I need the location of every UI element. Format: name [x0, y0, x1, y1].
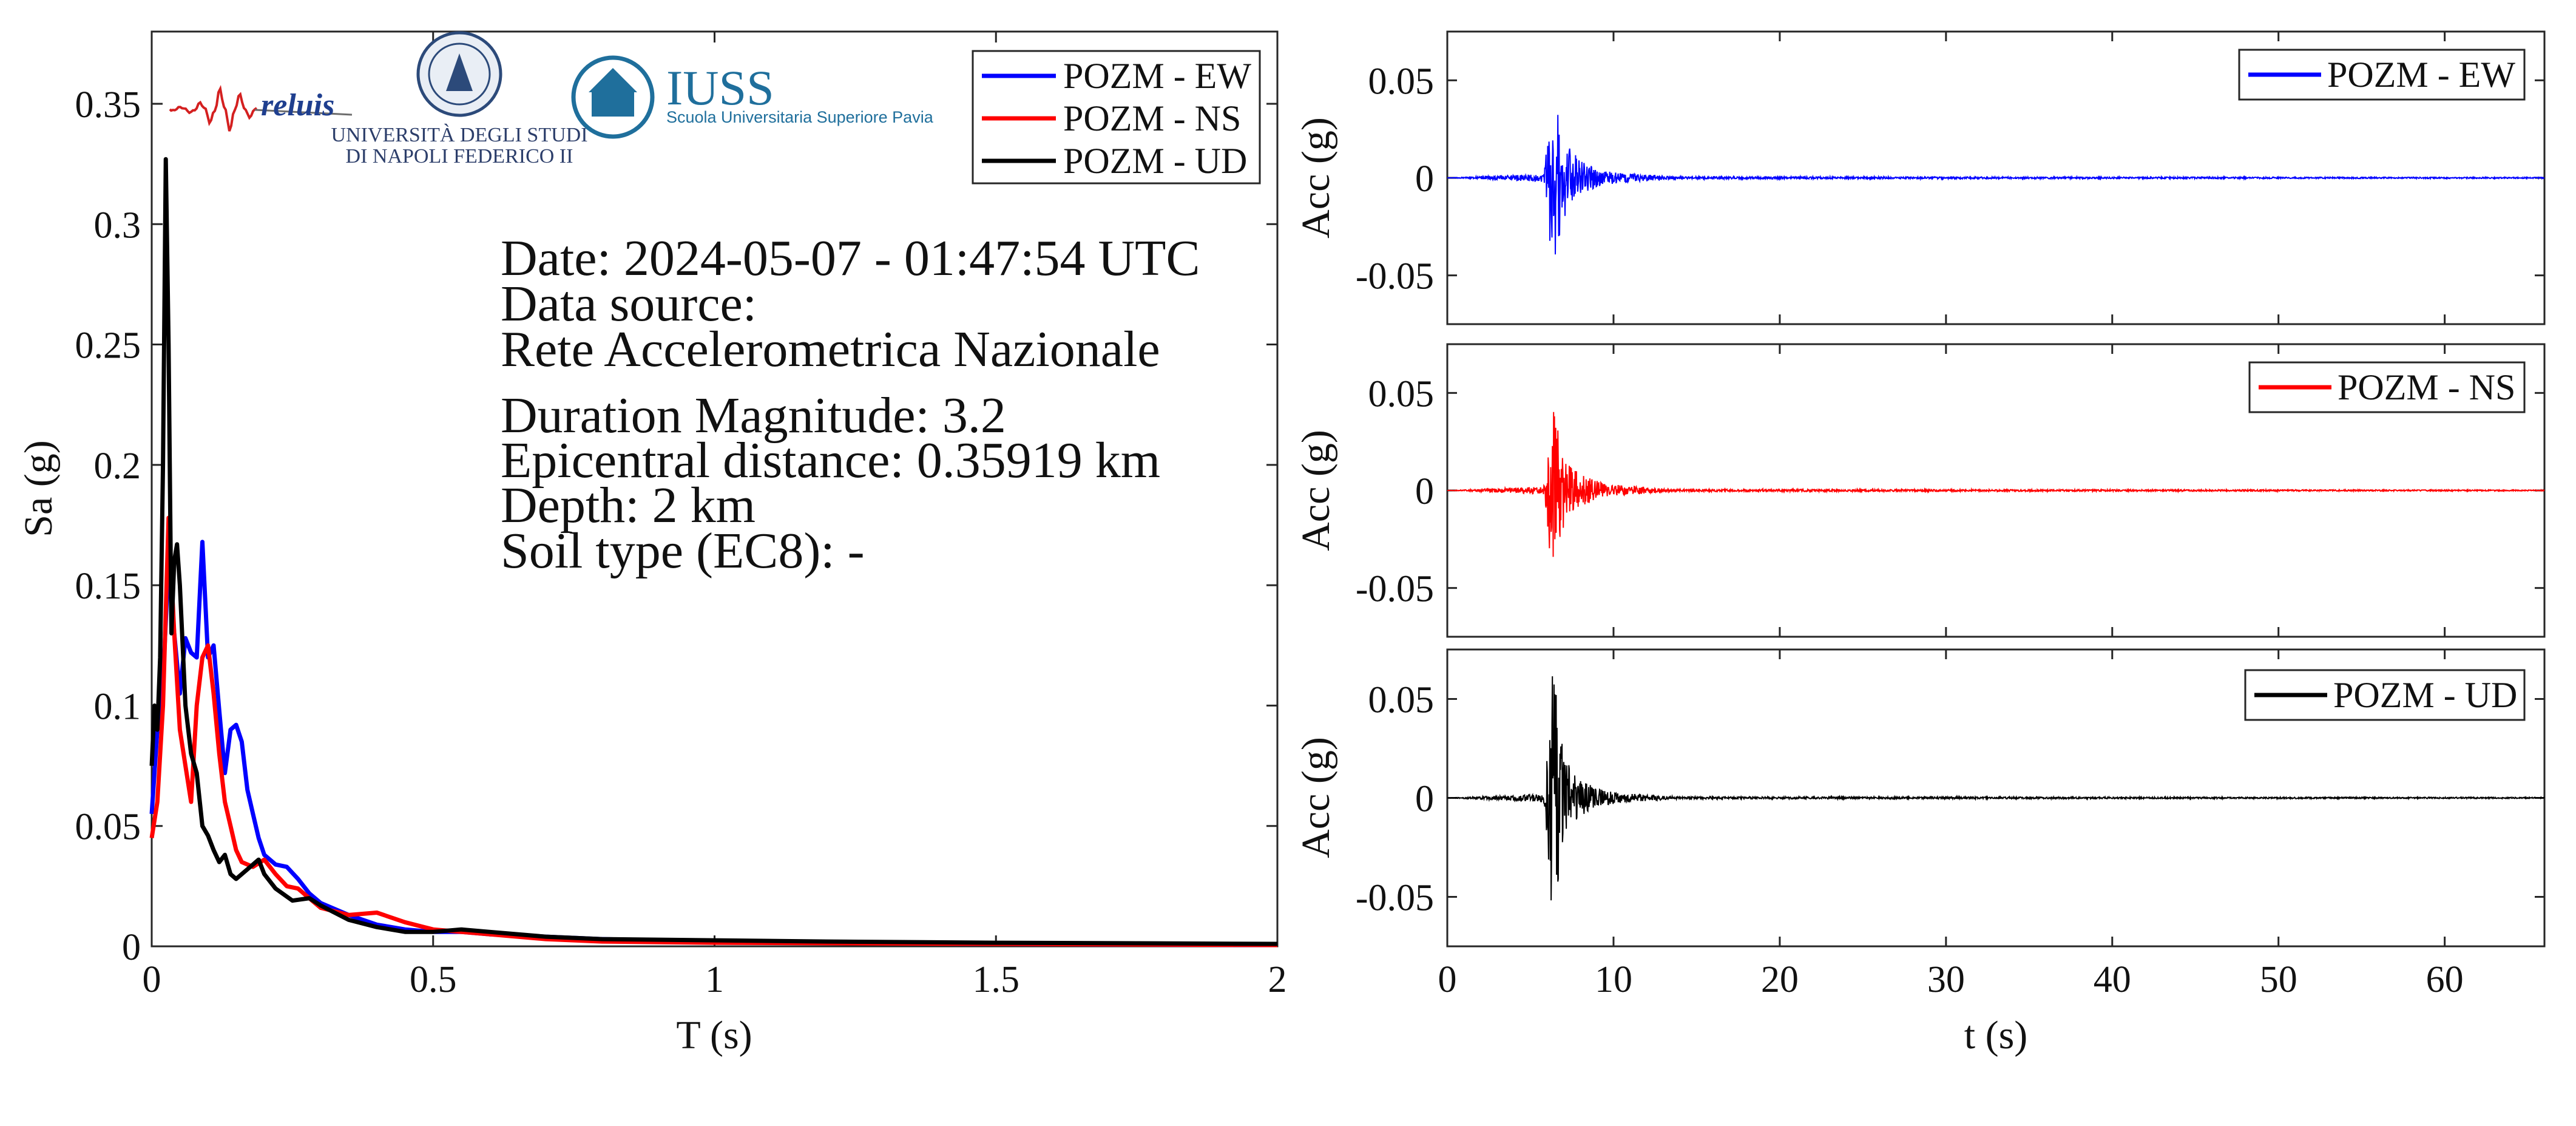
- spectrum-y-tick-label: 0.15: [75, 566, 141, 607]
- accelerogram-ns-ticks: -0.05 0 0.05: [1356, 344, 2544, 637]
- time-x-tick-label: 60: [2426, 959, 2464, 1000]
- spectrum-y-tick-label: 0.3: [94, 205, 141, 246]
- accelerogram-ud-legend: POZM - UD: [2244, 669, 2526, 721]
- time-x-tick-label: 0: [1438, 959, 1457, 1000]
- spectrum-y-tick-label: 0.2: [94, 446, 141, 487]
- legend-label-ew: POZM - EW: [1063, 56, 1251, 96]
- depth: Depth: 2 km: [501, 477, 756, 534]
- accelerogram-ew-trace: [1447, 115, 2545, 255]
- time-x-tick-label: 50: [2260, 959, 2297, 1000]
- accelerogram-ew-legend: POZM - EW: [2238, 49, 2526, 101]
- spectrum-x-tick-label: 1.5: [973, 959, 1020, 1000]
- event-date: Date: 2024-05-07 - 01:47:54 UTC: [501, 230, 1200, 287]
- spectrum-x-axis-label: T (s): [676, 1013, 752, 1057]
- acc-y-tick-label: 0.05: [1368, 373, 1435, 415]
- acc-y-tick-label: -0.05: [1356, 256, 1434, 297]
- acc-y-tick-label: 0: [1415, 471, 1434, 512]
- spectrum-y-tick-label: 0.25: [75, 325, 141, 367]
- spectrum-x-tick-label: 0: [143, 959, 161, 1000]
- spectrum-y-tick-label: 0.1: [94, 686, 141, 727]
- accelerogram-ud-y-axis-label: Acc (g): [1294, 737, 1338, 858]
- accelerogram-ns: -0.05 0 0.05 Acc (g) POZM - NS: [1294, 343, 2546, 638]
- unina-logo: UNIVERSITÀ DEGLI STUDI DI NAPOLI FEDERIC…: [331, 31, 588, 168]
- legend-label-ns: POZM - NS: [1063, 98, 1241, 138]
- time-x-tick-label: 40: [2094, 959, 2131, 1000]
- accelerogram-ew-y-axis-label: Acc (g): [1294, 117, 1338, 239]
- spectrum-series-ud: [149, 157, 1278, 946]
- accelerogram-ns-trace: [1447, 412, 2545, 557]
- accelerogram-ud-trace: [1447, 676, 2545, 901]
- iuss-logo-text: IUSS: [666, 60, 774, 115]
- reluis-logo-text: reluis: [261, 88, 334, 123]
- spectrum-ticks: 0 0.5 1 1.5 2 0 0.05 0.1 0.15 0.2 0.25 0.3 0.35: [75, 32, 1287, 1000]
- reluis-logo: reluis: [169, 84, 353, 132]
- accelerogram-ns-legend: POZM - NS: [2248, 361, 2526, 413]
- spectrum-chart: 0 0.5 1 1.5 2 0 0.05 0.1 0.15 0.2 0.25 0.3 0.35 T (s…: [16, 30, 1287, 1057]
- acc-y-tick-label: -0.05: [1356, 878, 1434, 919]
- epicentral-distance: Epicentral distance: 0.35919 km: [501, 432, 1160, 489]
- spectrum-y-tick-label: 0.05: [75, 807, 141, 848]
- accelerogram-ew: -0.05 0 0.05 Acc (g) POZM - EW: [1294, 30, 2546, 325]
- time-x-tick-label: 30: [1927, 959, 1965, 1000]
- accelerogram-ns-y-axis-label: Acc (g): [1294, 430, 1338, 551]
- data-source-label: Data source:: [501, 276, 757, 332]
- unina-logo-line1: UNIVERSITÀ DEGLI STUDI: [331, 124, 587, 146]
- duration-magnitude: Duration Magnitude: 3.2: [501, 387, 1006, 444]
- iuss-logo: IUSS Scuola Universitaria Superiore Pavi…: [571, 55, 934, 139]
- accelerogram-ns-legend-label: POZM - NS: [2338, 367, 2515, 407]
- spectrum-y-tick-label: 0: [122, 927, 141, 968]
- spectrum-x-tick-label: 1: [705, 959, 724, 1000]
- accelerogram-ew-ticks: -0.05 0 0.05: [1356, 32, 2544, 324]
- unina-logo-line2: DI NAPOLI FEDERICO II: [346, 145, 573, 168]
- spectrum-series-ns: [149, 515, 1278, 948]
- time-x-tick-label: 20: [1761, 959, 1799, 1000]
- spectrum-lines: [149, 157, 1278, 948]
- acc-y-tick-label: 0: [1415, 158, 1434, 200]
- acc-y-tick-label: -0.05: [1356, 569, 1434, 610]
- spectrum-series-ew: [149, 540, 1278, 948]
- spectrum-x-tick-label: 0.5: [410, 959, 457, 1000]
- spectrum-y-axis-label: Sa (g): [16, 440, 61, 537]
- reluis-seismogram-mark: [169, 84, 258, 132]
- accelerogram-ud-legend-label: POZM - UD: [2333, 675, 2517, 715]
- data-source-value: Rete Accelerometrica Nazionale: [501, 321, 1160, 378]
- spectrum-x-tick-label: 2: [1268, 959, 1287, 1000]
- event-info: Date: 2024-05-07 - 01:47:54 UTC Data sou…: [501, 230, 1200, 579]
- acc-y-tick-label: 0: [1415, 779, 1434, 820]
- soil-type: Soil type (EC8): -: [501, 523, 865, 579]
- time-x-tick-label: 10: [1595, 959, 1632, 1000]
- accelerogram-ew-legend-label: POZM - EW: [2327, 55, 2515, 95]
- legend-label-ud: POZM - UD: [1063, 141, 1247, 181]
- time-axis-label: t (s): [1964, 1013, 2027, 1057]
- acc-y-tick-label: 0.05: [1368, 680, 1435, 721]
- spectrum-legend: POZM - EW POZM - NS POZM - UD: [972, 50, 1261, 185]
- acc-y-tick-label: 0.05: [1368, 61, 1435, 102]
- iuss-logo-subtext: Scuola Universitaria Superiore Pavia: [666, 108, 934, 126]
- spectrum-y-tick-label: 0.35: [75, 84, 141, 126]
